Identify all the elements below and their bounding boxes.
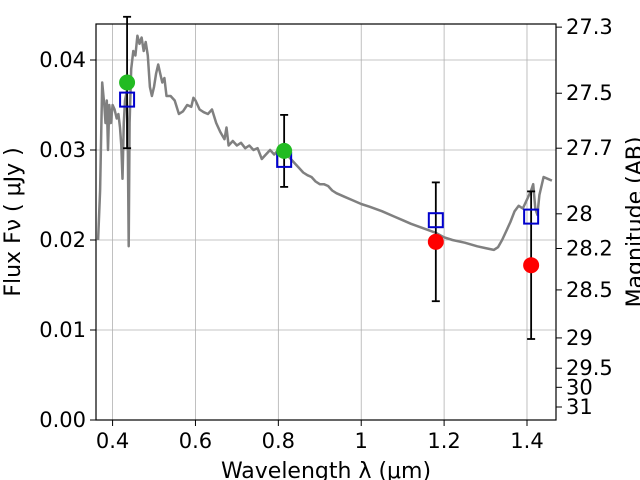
y2-tick-label: 27.3 [566, 15, 613, 39]
y-tick-label: 0.02 [39, 228, 86, 252]
plot-frame [95, 23, 557, 421]
y-tick-layer: 0.00 0.01 0.02 0.03 0.04 [39, 48, 96, 432]
model-photometry-point [523, 208, 540, 225]
x-tick-label: 1 [355, 429, 368, 453]
y2-tick-label: 27.7 [566, 136, 613, 160]
y-tick-label: 0.04 [39, 48, 86, 72]
observed-red-point [523, 257, 540, 274]
y2-tick-label: 30 [566, 375, 593, 399]
x-tick-label: 0.4 [96, 429, 129, 453]
y-tick-label: 0.03 [39, 138, 86, 162]
x-tick-label: 0.8 [262, 429, 295, 453]
y2-tick-label: 29 [566, 326, 593, 350]
x-tick-label: 1.4 [510, 429, 543, 453]
x-tick-label: 1.2 [427, 429, 460, 453]
model-photometry-point [427, 212, 444, 229]
y2-axis-label: Magnitude (AB) [623, 137, 640, 308]
y-axis-label: Flux Fν ( μJy ) [1, 147, 26, 296]
y2-tick-label: 28.5 [566, 278, 613, 302]
y2-tick-label: 28.2 [566, 237, 613, 261]
observed-red-point [427, 233, 444, 250]
y2-tick-label: 28 [566, 202, 593, 226]
marker-layer [119, 74, 540, 274]
model-sed-line [96, 34, 553, 252]
x-axis-label: Wavelength λ (μm) [221, 459, 431, 480]
y2-tick-label: 29.5 [566, 356, 613, 380]
model-photometry-point [119, 91, 136, 108]
y-tick-label: 0.01 [39, 318, 86, 342]
y2-tick-label: 31 [566, 395, 593, 419]
y-tick-label: 0.00 [39, 408, 86, 432]
observed-detection-point [276, 142, 293, 159]
x-tick-layer: 0.4 0.6 0.8 1 1.2 1.4 [96, 420, 544, 453]
y2-tick-label: 27.5 [566, 81, 613, 105]
x-tick-label: 0.6 [179, 429, 212, 453]
sed-layer [96, 34, 553, 252]
observed-detection-point [119, 74, 136, 91]
errorbar-layer [123, 15, 536, 340]
